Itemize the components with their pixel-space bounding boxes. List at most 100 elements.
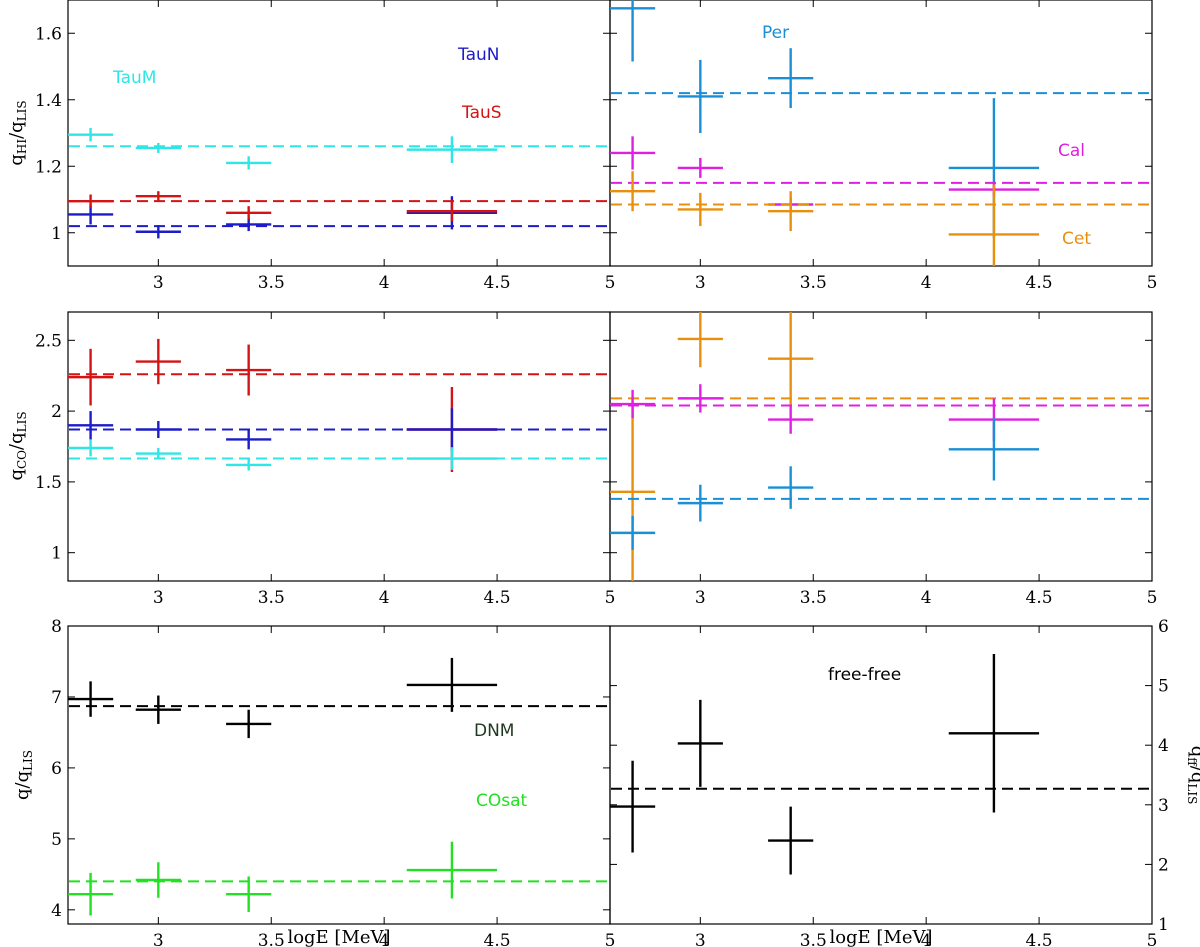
- y-tick-label: 1: [1158, 915, 1169, 935]
- data-point-taus: [135, 338, 181, 385]
- data-point-cal: [610, 136, 656, 170]
- data-point-taum: [135, 447, 181, 460]
- axis-label: qCO/qLIS: [6, 411, 29, 480]
- data-point-cal: [610, 389, 656, 419]
- y-tick-label: 3: [1158, 796, 1169, 816]
- data-point-taus: [68, 348, 114, 406]
- x-tick-label: 3: [153, 931, 164, 947]
- data-point-per: [677, 484, 723, 522]
- ylabel-ff: qff/qLIS: [1185, 746, 1200, 805]
- data-point-cal: [677, 157, 723, 178]
- y-tick-label: 2: [51, 402, 62, 422]
- label-per: Per: [762, 23, 789, 43]
- data-point-taun: [406, 408, 498, 451]
- data-point-free-free: [948, 654, 1040, 813]
- data-point-taum: [68, 439, 114, 457]
- data-point-taun: [226, 429, 272, 450]
- data-point-taus: [226, 344, 272, 396]
- panel-frame: [609, 0, 1153, 267]
- x-tick-label: 5: [1147, 273, 1158, 293]
- plot-area: [68, 338, 609, 472]
- data-point-cosat: [226, 876, 272, 912]
- data-point-per: [610, 0, 656, 62]
- data-point-cosat: [68, 872, 114, 916]
- label-free-free: free-free: [828, 665, 901, 685]
- x-tick-label: 5: [1147, 588, 1158, 608]
- x-tick-label: 4: [921, 588, 932, 608]
- tick-group: 3 3.5 4 4.5 5 1 1.5 2 2.5: [35, 312, 615, 608]
- data-point-cet: [677, 192, 723, 227]
- label-dnm: DNM: [474, 721, 514, 741]
- x-tick-label: 3.5: [258, 273, 285, 293]
- data-point-taum: [406, 136, 498, 163]
- axis-label: qff/qLIS: [1185, 746, 1200, 805]
- tick-group: 3 3.5 4 4.5 5: [610, 312, 1157, 608]
- panel-hi-taurus: 3 3.5 4 4.5 5 1 1.2 1.4 1.6 qHI/qLIS TauM TauN T…: [6, 0, 615, 293]
- tick-group: 3 3.5 4 4.5 5 1 1.2 1.4 1.6: [35, 0, 615, 293]
- x-tick-label: 4.5: [484, 588, 511, 608]
- data-point-cet: [768, 191, 814, 232]
- data-point-taun: [135, 421, 181, 439]
- data-point-taun: [68, 411, 114, 440]
- data-point-per: [768, 466, 814, 509]
- ylabel-hi: qHI/qLIS: [6, 100, 29, 165]
- x-tick-label: 4: [921, 931, 932, 947]
- label-taum: TauM: [112, 68, 156, 88]
- data-point-taus: [68, 194, 114, 208]
- panel-frame: [67, 311, 611, 582]
- y-tick-label: 2.5: [35, 331, 62, 351]
- label-cal: Cal: [1058, 141, 1085, 161]
- axis-label: qHI/qLIS: [6, 100, 29, 165]
- x-tick-label: 4: [379, 931, 390, 947]
- plot-area: [68, 657, 609, 916]
- label-cet: Cet: [1062, 229, 1091, 249]
- ylabel-co: qCO/qLIS: [6, 411, 29, 480]
- data-point-cet: [677, 312, 723, 368]
- y-tick-label: 5: [51, 830, 62, 850]
- x-tick-label: 5: [605, 273, 616, 293]
- data-point-cal: [677, 384, 723, 413]
- plot-area: [610, 654, 1151, 875]
- data-point-taus: [135, 191, 181, 202]
- plot-area: [68, 128, 609, 239]
- xlabel-left: logE [MeV]: [287, 927, 390, 947]
- x-tick-label: 3: [153, 273, 164, 293]
- data-point-dnm: [406, 657, 498, 712]
- data-point-taum: [135, 142, 181, 153]
- data-point-cet: [610, 399, 656, 581]
- x-tick-label: 3: [153, 588, 164, 608]
- data-point-taus: [406, 201, 498, 222]
- tick-group: 3 3.5 4 4.5 5: [610, 0, 1157, 293]
- panel-hi-perseus: 3 3.5 4 4.5 5 Per Cal Cet: [609, 0, 1157, 293]
- x-tick-label: 5: [605, 588, 616, 608]
- data-point-free-free: [610, 760, 656, 853]
- x-tick-label: 4: [379, 588, 390, 608]
- x-tick-label: 5: [1147, 931, 1158, 947]
- x-tick-label: 3: [695, 588, 706, 608]
- label-cosat: COsat: [476, 791, 528, 811]
- x-tick-label: 4: [379, 273, 390, 293]
- x-tick-label: 3: [695, 273, 706, 293]
- data-point-cosat: [406, 841, 498, 899]
- x-tick-label: 4.5: [484, 931, 511, 947]
- y-tick-label: 4: [1158, 736, 1169, 756]
- xlabel-right: logE [MeV]: [829, 927, 932, 947]
- data-point-taus: [226, 206, 272, 220]
- data-point-taun: [135, 225, 181, 239]
- data-point-cosat: [135, 862, 181, 898]
- x-tick-label: 4.5: [1026, 931, 1053, 947]
- data-point-dnm: [135, 695, 181, 724]
- y-tick-label: 1: [51, 224, 62, 244]
- y-tick-label: 7: [51, 688, 62, 708]
- data-point-per: [768, 48, 814, 109]
- panel-frame: [609, 311, 1153, 582]
- tick-group: 3 3.5 4 4.5 5 4 5 6 7 8: [51, 617, 615, 947]
- y-tick-label: 6: [51, 759, 62, 779]
- y-tick-label: 1.6: [35, 24, 62, 44]
- panel-dnm: 3 3.5 4 4.5 5 4 5 6 7 8 q/qLIS DNM COsat logE [Me…: [12, 617, 615, 947]
- plot-area: [610, 312, 1151, 581]
- x-tick-label: 3.5: [800, 931, 827, 947]
- x-tick-label: 3.5: [258, 588, 285, 608]
- y-tick-label: 1: [51, 544, 62, 564]
